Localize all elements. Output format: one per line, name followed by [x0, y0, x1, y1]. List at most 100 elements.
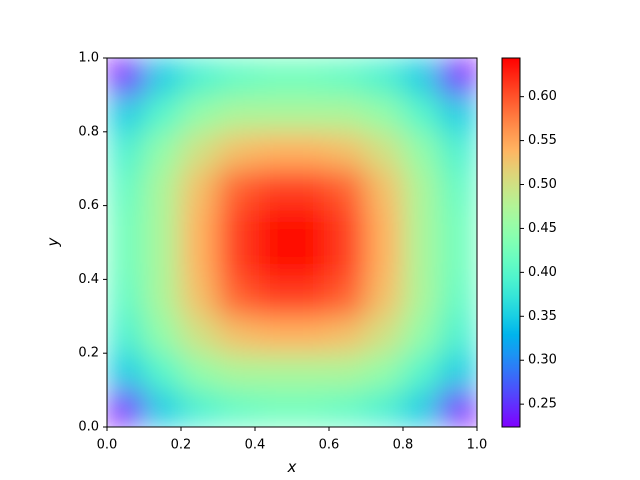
heat-cell: [180, 94, 219, 133]
heat-cell: [180, 242, 219, 280]
heat-cell: [143, 352, 182, 391]
heat-cell: [217, 352, 256, 391]
heat-cell: [365, 278, 404, 317]
heat-cell: [180, 131, 219, 170]
heat-cell: [254, 131, 293, 170]
heat-cell: [402, 131, 441, 170]
heat-cell: [439, 131, 477, 170]
colorbar-tick-label: 0.55: [528, 133, 557, 148]
heat-cell: [328, 94, 367, 133]
heat-cell: [254, 94, 293, 133]
heat-cell: [402, 168, 441, 207]
heat-cell: [180, 168, 219, 207]
heat-cell: [328, 389, 367, 427]
heat-cell: [439, 352, 477, 391]
heat-cell: [143, 58, 182, 96]
heat-cell: [402, 205, 441, 243]
heat-cell: [143, 168, 182, 207]
heat-cell: [402, 315, 441, 354]
y-axis-label: y: [44, 236, 62, 247]
heat-cell: [439, 278, 477, 317]
heat-cell: [180, 205, 219, 243]
heat-cell: [107, 58, 145, 96]
x-tick-label: 0.8: [393, 438, 414, 453]
heat-cell: [254, 389, 293, 427]
heat-cell: [365, 242, 404, 280]
colorbar-tick-label: 0.60: [528, 89, 557, 104]
heat-cell: [254, 205, 293, 243]
heat-cell: [291, 168, 330, 207]
colorbar-tick-label: 0.40: [528, 265, 557, 280]
heat-cell: [365, 131, 404, 170]
heat-cell: [328, 278, 367, 317]
heat-cell: [439, 205, 477, 243]
heat-cell: [439, 94, 477, 133]
heat-cell: [107, 352, 145, 391]
heat-cell: [439, 315, 477, 354]
heat-cell: [402, 58, 441, 96]
heat-cell: [217, 389, 256, 427]
colorbar-tick-label: 0.30: [528, 353, 557, 368]
heat-cell: [439, 389, 477, 427]
heat-cell: [254, 278, 293, 317]
heat-cell: [143, 131, 182, 170]
heat-cell: [365, 168, 404, 207]
heat-cell: [254, 58, 293, 96]
heat-cell: [254, 315, 293, 354]
heat-cell: [254, 352, 293, 391]
y-tick-label: 0.4: [78, 272, 99, 287]
heat-cell: [217, 315, 256, 354]
heat-cell: [328, 205, 367, 243]
heat-cell: [107, 168, 145, 207]
heat-cell: [328, 131, 367, 170]
x-axis-label: x: [287, 458, 297, 476]
heat-cell: [439, 242, 477, 280]
heat-cell: [365, 205, 404, 243]
heat-cell: [365, 94, 404, 133]
heat-cell: [143, 315, 182, 354]
y-tick-label: 1.0: [78, 51, 99, 66]
heat-cell: [254, 168, 293, 207]
heat-cell: [365, 315, 404, 354]
heat-cell: [439, 168, 477, 207]
heat-cell: [180, 315, 219, 354]
heat-cell: [143, 389, 182, 427]
colorbar-tick-label: 0.50: [528, 177, 557, 192]
colorbar-tick-label: 0.35: [528, 309, 557, 324]
heat-cell: [107, 205, 145, 243]
heat-cell: [291, 352, 330, 391]
heat-cell: [143, 94, 182, 133]
heat-cell: [291, 278, 330, 317]
colorbar-tick-label: 0.25: [528, 397, 557, 412]
heat-cell: [291, 58, 330, 96]
heat-cell: [291, 205, 330, 243]
heat-cell: [365, 352, 404, 391]
heat-cell: [254, 242, 293, 280]
heat-cell: [291, 315, 330, 354]
heat-cell: [180, 389, 219, 427]
heat-cell: [107, 315, 145, 354]
heat-cell: [328, 242, 367, 280]
heat-cell: [328, 58, 367, 96]
heat-cell: [291, 131, 330, 170]
heat-cell: [107, 242, 145, 280]
heat-cell: [107, 278, 145, 317]
heat-cell: [402, 94, 441, 133]
y-tick-label: 0.2: [78, 346, 99, 361]
heat-cell: [402, 242, 441, 280]
heat-cell: [107, 94, 145, 133]
heatmap-area: [107, 58, 477, 427]
heat-cell: [180, 58, 219, 96]
heat-cell: [402, 278, 441, 317]
heat-cell: [439, 58, 477, 96]
heat-cell: [217, 242, 256, 280]
plot-frame: [106, 57, 478, 428]
y-tick-label: 0.6: [78, 198, 99, 213]
heat-cell: [180, 352, 219, 391]
heat-cell: [217, 205, 256, 243]
x-tick-label: 0.2: [171, 438, 192, 453]
heatmap: [107, 58, 477, 427]
heat-cell: [217, 58, 256, 96]
heat-cell: [217, 168, 256, 207]
